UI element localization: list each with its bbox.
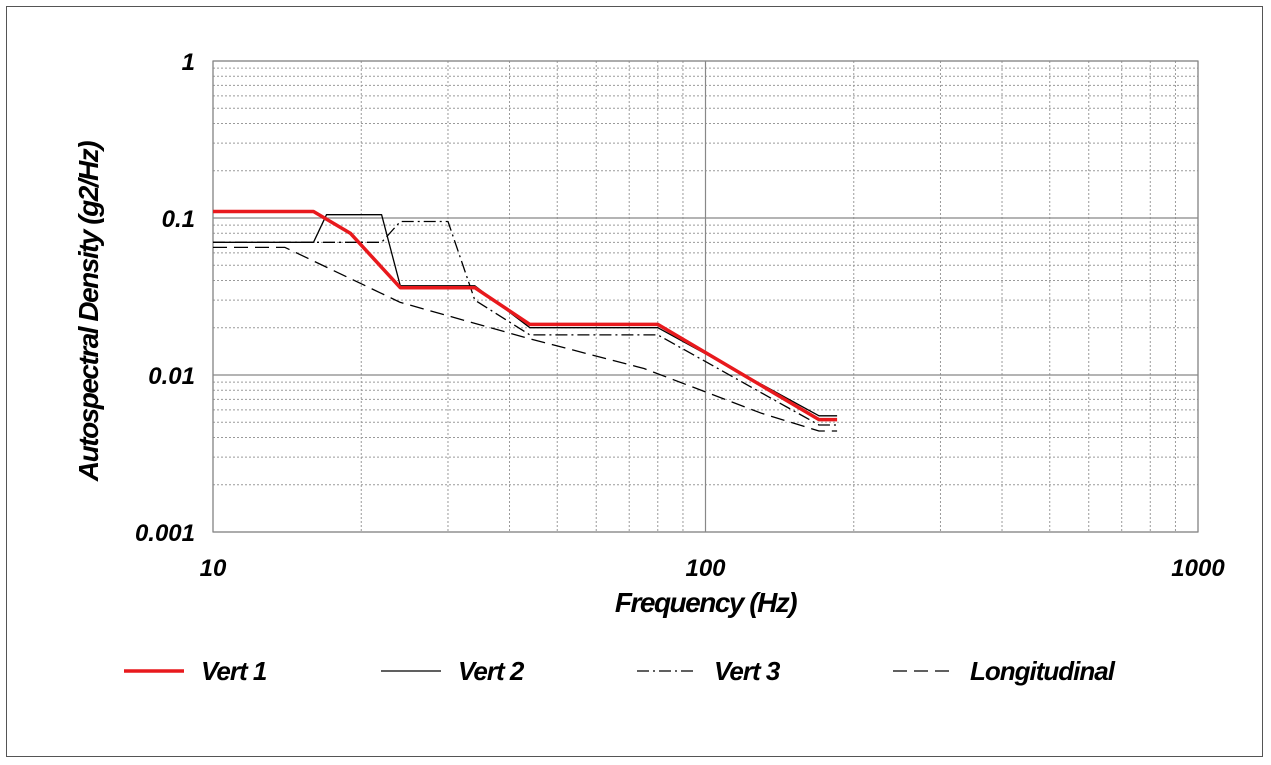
series-line-longitudinal <box>213 246 838 432</box>
legend-label-longitudinal: Longitudinal <box>970 656 1116 686</box>
x-axis-title: Frequency (Hz) <box>615 587 797 618</box>
legend: Vert 1 Vert 2 Vert 3 Longitudinal <box>124 656 1117 686</box>
chart-frame <box>6 6 1263 757</box>
series-line-vert-1 <box>213 209 838 422</box>
legend-label-vert-3: Vert 3 <box>714 656 781 686</box>
series-line-vert-3 <box>213 220 838 426</box>
series-layer <box>213 209 838 432</box>
y-axis-title: Autospectral Density (g2/Hz) <box>73 141 104 482</box>
grid-major <box>212 60 1199 533</box>
x-tick-label: 100 <box>685 555 726 582</box>
tick-labels: 10 100 1000 1 0.1 0.01 0.001 <box>135 49 1225 582</box>
y-tick-label: 0.01 <box>148 363 195 390</box>
series-line-vert-2 <box>213 214 838 417</box>
plot-area-border <box>212 60 1199 533</box>
x-tick-label: 1000 <box>1171 555 1225 582</box>
legend-label-vert-2: Vert 2 <box>458 656 525 686</box>
legend-label-vert-1: Vert 1 <box>201 656 267 686</box>
x-tick-label: 10 <box>200 555 227 582</box>
y-tick-label: 0.001 <box>135 520 195 547</box>
y-tick-label: 1 <box>182 49 195 76</box>
y-tick-label: 0.1 <box>162 206 195 233</box>
